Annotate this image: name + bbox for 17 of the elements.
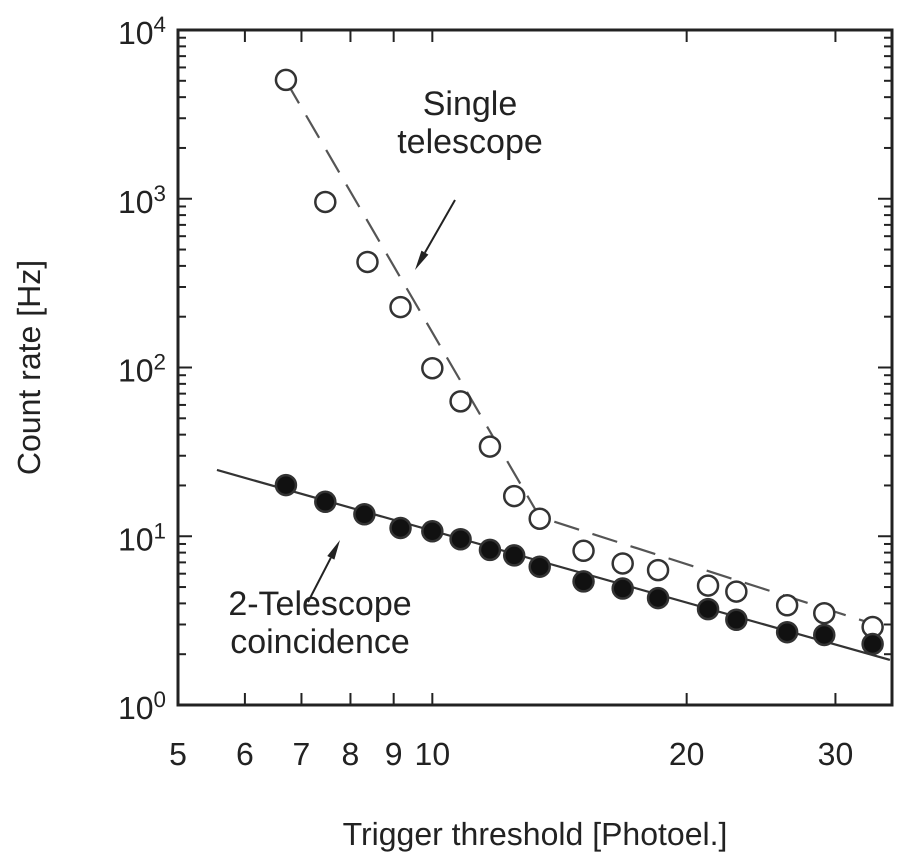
x-tick-label: 20 — [668, 736, 704, 772]
annotation: Single telescope — [397, 85, 543, 161]
y-tick-label: 10$^{2}$ — [118, 349, 166, 388]
x-tick-label: 5 — [169, 736, 187, 772]
x-tick-label: 9 — [384, 736, 403, 772]
annotation: 2-Telescope coincidence — [228, 585, 412, 661]
x-tick-label: 6 — [236, 736, 254, 772]
y-tick-label: 10$^{0}$ — [118, 686, 166, 726]
x-tick-label: 30 — [818, 736, 854, 772]
x-tick-label: 7 — [292, 736, 310, 772]
x-axis-title: Trigger threshold [Photoel.] — [342, 816, 728, 852]
x-tick-label: 10 — [414, 736, 450, 772]
y-tick-label: 10$^{3}$ — [118, 180, 166, 220]
y-axis-title: Count rate [Hz] — [11, 260, 47, 476]
x-tick-label: 8 — [342, 736, 360, 772]
y-tick-label: 10$^{4}$ — [118, 12, 166, 51]
y-tick-label: 10$^{1}$ — [118, 518, 166, 558]
